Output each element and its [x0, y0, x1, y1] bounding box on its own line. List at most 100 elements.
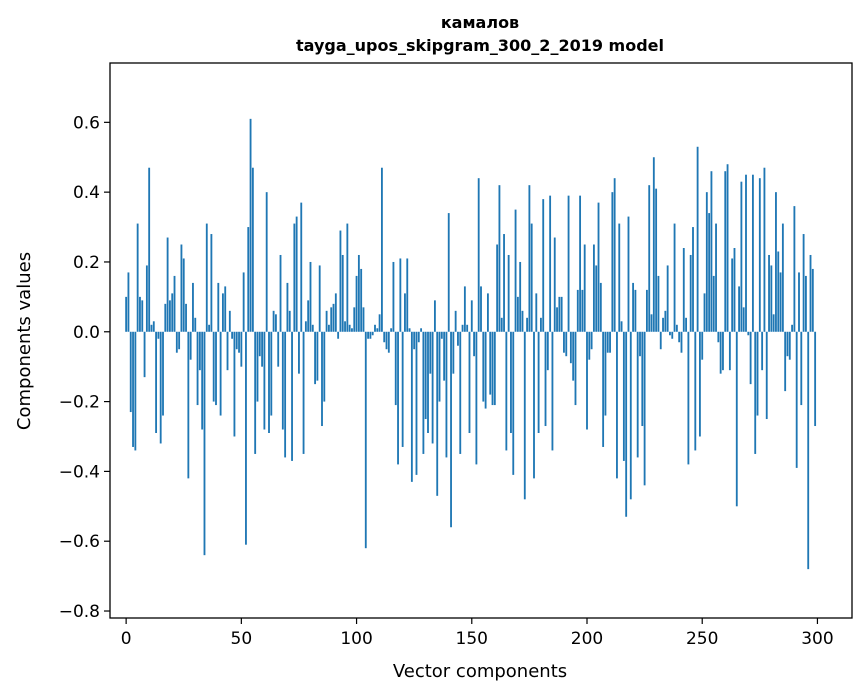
bar	[344, 321, 346, 332]
bar	[698, 331, 701, 437]
bar	[194, 317, 197, 332]
bar	[440, 331, 443, 339]
bar	[251, 167, 254, 332]
bar	[484, 331, 487, 409]
bar	[132, 331, 134, 447]
bar	[586, 331, 588, 430]
bar	[685, 317, 688, 332]
bar	[521, 310, 524, 332]
bar	[157, 331, 160, 339]
bar	[749, 331, 752, 385]
bar	[387, 331, 390, 353]
bar	[360, 268, 363, 332]
bar	[620, 321, 623, 332]
bar	[533, 331, 535, 479]
bar	[510, 331, 512, 433]
bar	[295, 216, 298, 332]
bar	[556, 307, 558, 332]
bar	[602, 331, 605, 447]
bar	[228, 310, 231, 332]
bar	[277, 331, 280, 367]
bar	[733, 248, 736, 332]
bar	[708, 213, 711, 332]
plot-frame	[109, 62, 853, 619]
bar	[811, 268, 814, 332]
bar	[595, 265, 598, 332]
bar	[717, 331, 720, 343]
bar	[341, 254, 344, 332]
bar	[563, 331, 565, 353]
y-axis-label: Components values	[14, 252, 35, 430]
bar	[735, 331, 738, 507]
bar	[634, 289, 637, 332]
bar	[219, 331, 222, 416]
bar	[473, 331, 476, 357]
bar	[168, 300, 171, 332]
bar	[258, 331, 261, 357]
bar	[431, 331, 434, 444]
bar	[286, 282, 289, 332]
bar	[263, 331, 266, 430]
bar	[408, 328, 411, 332]
bar	[374, 324, 376, 332]
y-tick-label: −0.2	[59, 393, 100, 413]
bar	[274, 314, 277, 332]
bar	[316, 331, 319, 381]
bar	[254, 331, 257, 454]
bar	[311, 324, 314, 332]
x-axis-label: Vector components	[393, 661, 567, 682]
bar	[321, 331, 323, 427]
bar	[671, 331, 674, 339]
bar	[742, 307, 745, 332]
bar	[208, 324, 211, 332]
bar	[650, 314, 653, 332]
bar	[143, 331, 146, 378]
bar	[178, 331, 181, 350]
bar	[719, 331, 722, 374]
bar	[217, 282, 220, 332]
bar	[235, 331, 238, 350]
bar	[201, 331, 204, 430]
bar	[546, 331, 549, 371]
bar	[728, 331, 731, 371]
bar	[807, 331, 810, 570]
bar	[669, 331, 671, 336]
bar	[641, 331, 644, 427]
bar	[544, 331, 547, 427]
bar	[187, 331, 190, 479]
bar	[166, 237, 169, 332]
bar	[740, 181, 743, 332]
bar	[629, 331, 632, 500]
bar	[657, 275, 660, 332]
bar	[496, 244, 499, 332]
x-tick-label: 300	[801, 629, 833, 649]
bar	[233, 331, 236, 437]
bar	[551, 331, 554, 451]
bar	[705, 192, 708, 332]
bar	[309, 261, 312, 332]
bar	[450, 331, 452, 528]
bar	[516, 296, 519, 332]
bar	[314, 331, 317, 385]
bar	[192, 282, 194, 332]
bar	[247, 227, 250, 332]
bar	[747, 331, 750, 336]
x-axis-ticks: 0 50 100 150 200 250 300	[121, 618, 834, 649]
bar	[567, 195, 570, 332]
bar	[724, 171, 727, 332]
bar	[539, 317, 542, 332]
bar	[371, 331, 374, 336]
bar	[433, 300, 436, 332]
bar	[609, 331, 611, 353]
bar	[622, 331, 625, 461]
y-tick-label: 0.6	[73, 113, 100, 133]
bar	[756, 331, 759, 416]
bar	[141, 300, 144, 332]
x-tick-label: 0	[121, 629, 132, 649]
bar	[300, 202, 303, 332]
bar	[454, 310, 457, 332]
bar	[242, 272, 245, 332]
bar	[189, 331, 192, 360]
bar	[325, 310, 328, 332]
